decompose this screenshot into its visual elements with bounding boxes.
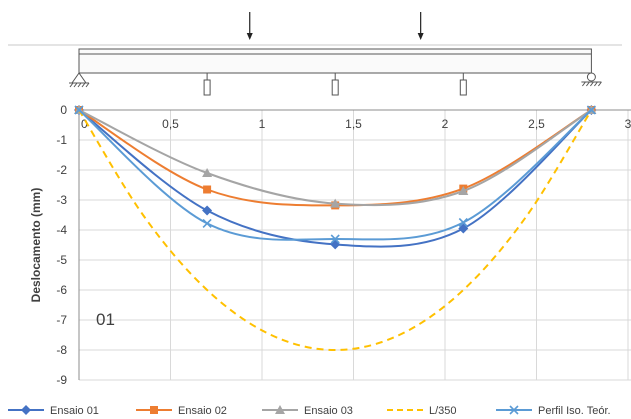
legend-label: Ensaio 03 xyxy=(304,405,353,417)
series-line xyxy=(78,109,592,207)
support-hatch xyxy=(586,81,590,87)
support-hatch xyxy=(73,82,78,88)
series-point xyxy=(330,239,341,250)
y-tick-label: -9 xyxy=(56,373,67,387)
beam-body xyxy=(78,48,592,74)
legend-item: Ensaio 03 xyxy=(262,405,353,417)
x-tick-label: 1 xyxy=(259,117,266,131)
y-tick-label: -2 xyxy=(56,163,67,177)
y-axis-label: Deslocamento (mm) xyxy=(29,188,43,303)
legend-label: Ensaio 01 xyxy=(50,405,99,417)
support-hatch xyxy=(77,82,82,88)
legend-item: Ensaio 01 xyxy=(8,405,99,417)
series-perfil-iso-te-r- xyxy=(74,105,596,244)
displacement-gauge xyxy=(203,79,211,96)
x-tick-label: 0,5 xyxy=(162,117,179,131)
chart-axes: 0 0,5 1 1,5 2 2,5 3 0 -1 -2 -3 -4 -5 -6 -7 -8 -9 xyxy=(56,103,631,387)
x-tick-label: 2 xyxy=(442,117,449,131)
y-tick-label: -8 xyxy=(56,343,67,357)
chart-grid xyxy=(78,109,631,381)
legend-item: Perfil Iso. Teór. xyxy=(496,405,611,417)
y-tick-label: -3 xyxy=(56,193,67,207)
x-tick-label: 2,5 xyxy=(528,117,545,131)
series-l-350 xyxy=(78,109,593,352)
support-hatch xyxy=(81,82,86,88)
chart-legend: Ensaio 01 Ensaio 02 Ensaio 03 L/350 Perfil I… xyxy=(8,405,611,417)
series-point xyxy=(202,205,213,216)
y-tick-label: -4 xyxy=(56,223,67,237)
y-tick-label: 0 xyxy=(60,103,67,117)
series-point xyxy=(275,405,285,414)
series-point xyxy=(509,405,519,415)
series-line xyxy=(78,109,593,248)
series-point xyxy=(458,217,468,228)
series-ensaio-03 xyxy=(74,105,597,208)
series-ensaio-02 xyxy=(75,106,596,210)
support-hatch xyxy=(85,82,90,88)
load-arrow-head xyxy=(417,33,424,40)
legend-label: L/350 xyxy=(429,405,457,417)
legend-item: Ensaio 02 xyxy=(136,405,227,417)
pin-support-left xyxy=(71,72,87,84)
support-hatch xyxy=(69,82,74,88)
series-point xyxy=(202,168,213,177)
series-point xyxy=(150,406,158,414)
series-point xyxy=(458,186,469,195)
series-point xyxy=(21,405,31,415)
displacement-gauge xyxy=(331,79,339,96)
legend-label: Ensaio 02 xyxy=(178,405,227,417)
series-line xyxy=(78,109,592,207)
roller-support-right xyxy=(586,72,596,82)
legend-label: Perfil Iso. Teór. xyxy=(538,405,611,417)
y-tick-label: -5 xyxy=(56,253,67,267)
x-tick-label: 3 xyxy=(625,117,631,131)
chart-series xyxy=(74,105,597,352)
displacement-gauge xyxy=(459,79,467,96)
x-tick-label: 1,5 xyxy=(345,117,362,131)
load-arrow-head xyxy=(246,33,253,40)
legend-item: L/350 xyxy=(387,405,457,417)
series-point xyxy=(330,234,340,244)
support-hatch xyxy=(594,81,598,87)
support-hatch xyxy=(582,81,586,87)
chart-annotation: 01 xyxy=(96,310,115,329)
series-point xyxy=(74,105,84,115)
series-point xyxy=(330,198,341,208)
y-tick-label: -6 xyxy=(56,283,67,297)
series-point xyxy=(202,218,212,228)
series-point xyxy=(586,105,596,115)
y-tick-label: -1 xyxy=(56,133,67,147)
support-hatch xyxy=(590,81,594,87)
y-tick-label: -7 xyxy=(56,313,67,327)
series-line xyxy=(78,109,593,352)
series-point xyxy=(203,185,212,194)
x-tick-label: 0 xyxy=(81,117,88,131)
support-hatch xyxy=(598,81,602,87)
beam-diagram xyxy=(8,12,622,96)
